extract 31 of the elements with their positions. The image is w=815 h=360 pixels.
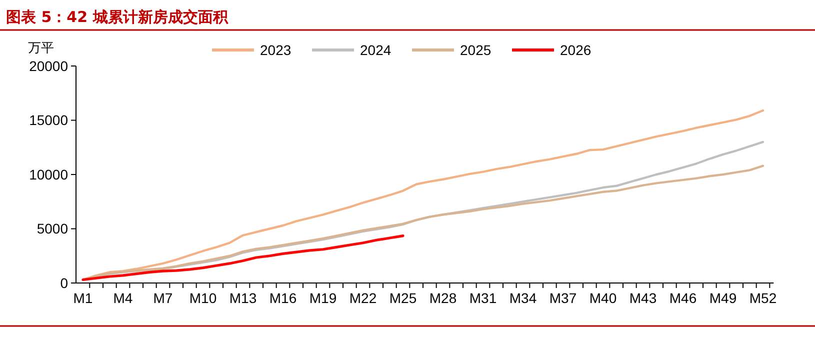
- legend-label: 2026: [560, 42, 592, 58]
- y-tick-label: 5000: [36, 220, 68, 237]
- x-tick-label: M19: [309, 290, 337, 306]
- x-tick-label: M25: [389, 290, 417, 306]
- legend-label: 2024: [360, 42, 392, 58]
- x-tick-label: M49: [709, 290, 737, 306]
- y-axis-title: 万平: [28, 41, 54, 56]
- x-tick-label: M1: [73, 290, 93, 306]
- x-tick-label: M52: [749, 290, 777, 306]
- y-tick-label: 10000: [29, 166, 68, 182]
- line-series: [82, 164, 764, 281]
- x-tick-label: M43: [629, 290, 657, 306]
- line-series: [82, 234, 404, 282]
- y-tick-label: 20000: [29, 58, 68, 74]
- x-tick-label: M46: [669, 290, 697, 306]
- y-tick-label: 0: [60, 274, 68, 291]
- legend-label: 2023: [260, 42, 292, 58]
- x-tick-label: M13: [229, 290, 257, 306]
- y-tick-label: 15000: [29, 112, 68, 128]
- x-tick-label: M16: [269, 290, 297, 306]
- x-tick-label: M37: [549, 290, 577, 306]
- x-tick-label: M40: [589, 290, 617, 306]
- x-tick-label: M7: [153, 290, 173, 306]
- x-tick-label: M22: [349, 290, 377, 306]
- legend-label: 2025: [460, 42, 492, 58]
- chart-title: 图表 5：42 城累计新房成交面积: [6, 8, 229, 26]
- x-tick-label: M10: [189, 290, 217, 306]
- x-tick-label: M4: [113, 290, 133, 306]
- x-tick-label: M31: [469, 290, 497, 306]
- x-tick-label: M28: [429, 290, 457, 306]
- x-tick-label: M34: [509, 290, 537, 306]
